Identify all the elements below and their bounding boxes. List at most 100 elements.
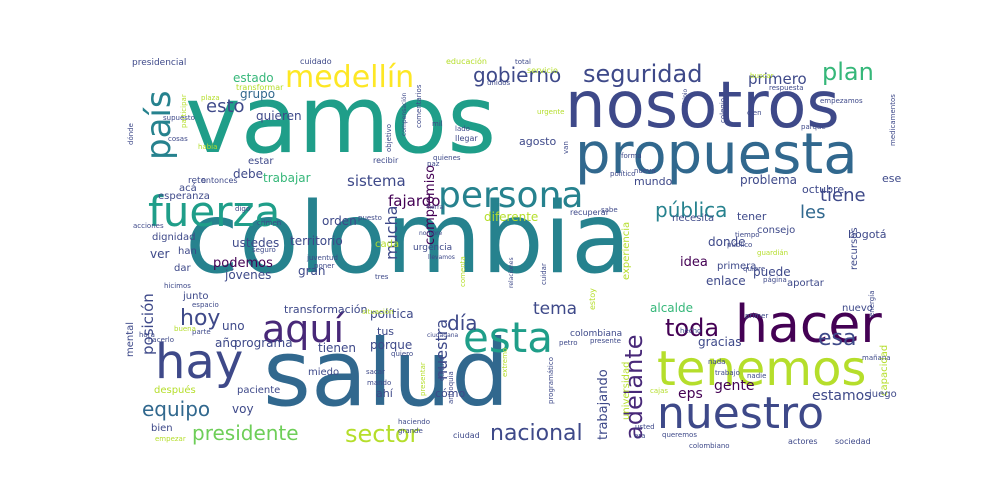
cloud-word: respuesta bbox=[769, 84, 804, 92]
cloud-word: posición bbox=[139, 293, 157, 355]
cloud-word: municipio bbox=[682, 88, 689, 118]
cloud-word: grupo bbox=[240, 87, 275, 101]
cloud-word: fajardo bbox=[388, 192, 440, 210]
cloud-word: entonces bbox=[201, 176, 238, 185]
cloud-word: seguro bbox=[252, 246, 276, 254]
cloud-word: esa bbox=[818, 326, 856, 351]
cloud-word: urgencia bbox=[413, 243, 452, 253]
cloud-word: quiere bbox=[743, 265, 765, 273]
cloud-word: debe bbox=[233, 167, 263, 181]
cloud-word: han bbox=[178, 246, 197, 257]
cloud-word: después bbox=[154, 384, 196, 396]
cloud-word: nuevo bbox=[842, 303, 873, 314]
cloud-word: adelante bbox=[620, 335, 648, 440]
cloud-word: ciudadana bbox=[427, 332, 459, 339]
cloud-word: nuestro bbox=[657, 388, 824, 439]
cloud-word: buscar bbox=[750, 72, 774, 80]
cloud-word: parte bbox=[192, 328, 211, 336]
cloud-word: digo bbox=[235, 205, 250, 213]
cloud-word: aportar bbox=[787, 278, 825, 289]
cloud-word: colombia bbox=[185, 182, 631, 296]
cloud-word: mental bbox=[125, 322, 136, 357]
cloud-word: colombiano bbox=[689, 442, 730, 450]
cloud-word: espacio bbox=[192, 301, 219, 309]
cloud-word: cosas bbox=[168, 135, 188, 143]
cloud-word: mañana bbox=[862, 354, 891, 362]
cloud-word: orden bbox=[322, 214, 357, 228]
cloud-word: actores bbox=[788, 437, 818, 446]
cloud-word: nueva bbox=[634, 167, 656, 175]
cloud-word: crimen bbox=[257, 219, 281, 227]
cloud-word: transformación bbox=[284, 303, 368, 316]
cloud-word: problema bbox=[740, 173, 797, 187]
cloud-word: nombre bbox=[419, 230, 442, 237]
cloud-word: sacar bbox=[366, 368, 385, 376]
cloud-word: cultura bbox=[438, 356, 446, 381]
cloud-word: sociedad bbox=[835, 437, 871, 446]
cloud-word: forma bbox=[621, 152, 642, 160]
cloud-word: ahí bbox=[376, 387, 394, 400]
cloud-word: presentar bbox=[419, 362, 427, 396]
cloud-word: trabajo bbox=[715, 369, 740, 377]
cloud-word: universidad bbox=[621, 362, 632, 420]
cloud-word: hacerlo bbox=[148, 336, 174, 344]
cloud-word: reto bbox=[188, 176, 207, 186]
cloud-word: persona bbox=[438, 175, 583, 216]
cloud-word: educación bbox=[446, 56, 487, 66]
cloud-word: hay bbox=[155, 334, 243, 390]
cloud-word: idea bbox=[680, 255, 708, 270]
cloud-word: diferente bbox=[484, 210, 538, 224]
cloud-word: compromiso bbox=[423, 165, 438, 245]
cloud-word: podemos bbox=[213, 256, 273, 271]
cloud-word: petro bbox=[559, 339, 578, 347]
cloud-word: transformar bbox=[236, 83, 284, 92]
cloud-word: trabajar bbox=[263, 171, 311, 185]
cloud-word: tierra bbox=[427, 204, 444, 211]
cloud-word: cien bbox=[747, 109, 762, 117]
cloud-word: van bbox=[562, 141, 570, 154]
cloud-word: extremo bbox=[501, 348, 509, 377]
cloud-word: ese bbox=[882, 172, 901, 185]
cloud-word: empezar bbox=[155, 435, 186, 443]
cloud-word: salud bbox=[263, 320, 510, 427]
cloud-word: nada bbox=[708, 358, 725, 366]
cloud-word: recibir bbox=[373, 156, 399, 165]
cloud-word: país bbox=[139, 90, 179, 160]
cloud-word: eps bbox=[678, 386, 703, 402]
cloud-word: año bbox=[215, 336, 237, 350]
cloud-word: bien bbox=[151, 423, 173, 434]
cloud-word: aquí bbox=[262, 307, 345, 351]
cloud-word: juego bbox=[868, 389, 897, 400]
cloud-word: presidencial bbox=[132, 58, 186, 68]
cloud-word: llegar bbox=[455, 134, 478, 143]
cloud-word: plaza bbox=[201, 94, 220, 102]
cloud-word: estamos bbox=[812, 388, 871, 404]
cloud-word: antioquia bbox=[447, 371, 455, 404]
cloud-word: paz bbox=[427, 160, 440, 168]
cloud-word: supuesto bbox=[163, 114, 195, 122]
cloud-word: política bbox=[370, 307, 414, 321]
cloud-word: hacer bbox=[735, 295, 882, 355]
cloud-word: voy bbox=[232, 402, 254, 416]
cloud-word: territorio bbox=[290, 234, 343, 248]
cloud-word: empezamos bbox=[820, 97, 863, 105]
cloud-word: colombiana bbox=[570, 329, 622, 339]
cloud-word: uno bbox=[222, 319, 245, 333]
cloud-word: compensación bbox=[401, 92, 408, 136]
cloud-word: sistema bbox=[347, 172, 406, 190]
cloud-word: gracias bbox=[698, 335, 741, 349]
cloud-word: tus bbox=[377, 325, 394, 338]
cloud-word: buena bbox=[174, 325, 196, 333]
cloud-word: mando bbox=[367, 379, 391, 387]
cloud-word: primera bbox=[717, 261, 756, 272]
cloud-word: cajas bbox=[650, 387, 668, 395]
cloud-word: día bbox=[447, 311, 478, 335]
cloud-word: capacidad bbox=[879, 345, 890, 396]
cloud-word: nuestra bbox=[432, 319, 451, 380]
cloud-word: esperanza bbox=[158, 191, 210, 202]
cloud-word: nacional bbox=[490, 421, 583, 446]
cloud-word: cuidado bbox=[300, 57, 332, 66]
cloud-word: puede bbox=[753, 265, 791, 279]
cloud-word: esta bbox=[463, 313, 553, 362]
cloud-word: servicio bbox=[527, 66, 558, 75]
